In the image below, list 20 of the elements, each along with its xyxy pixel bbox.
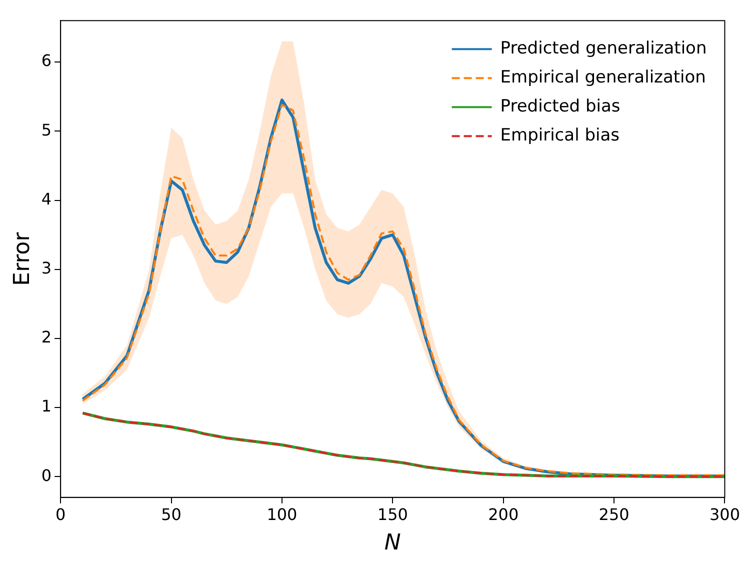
y-tick-label: 2 [41,328,52,347]
y-tick-label: 1 [41,396,52,416]
legend-label: Empirical bias [500,126,620,146]
x-tick-label: 50 [161,505,182,524]
x-tick-label: 300 [709,505,740,524]
y-tick-label: 5 [41,120,52,140]
y-axis-title: Error [10,231,35,286]
y-tick-label: 3 [41,258,52,278]
y-tick-label: 0 [41,466,52,485]
legend-label: Empirical generalization [500,68,706,88]
y-tick-label: 4 [41,189,52,208]
x-tick-label: 0 [55,505,66,524]
x-axis-title: N [384,530,401,556]
legend-label: Predicted bias [500,96,620,117]
legend-label: Predicted generalization [500,38,707,59]
x-tick-label: 150 [377,505,408,524]
x-tick-label: 250 [598,505,630,524]
y-tick-label: 6 [41,51,52,70]
x-tick-label: 100 [266,505,298,524]
x-tick-label: 200 [488,505,519,524]
